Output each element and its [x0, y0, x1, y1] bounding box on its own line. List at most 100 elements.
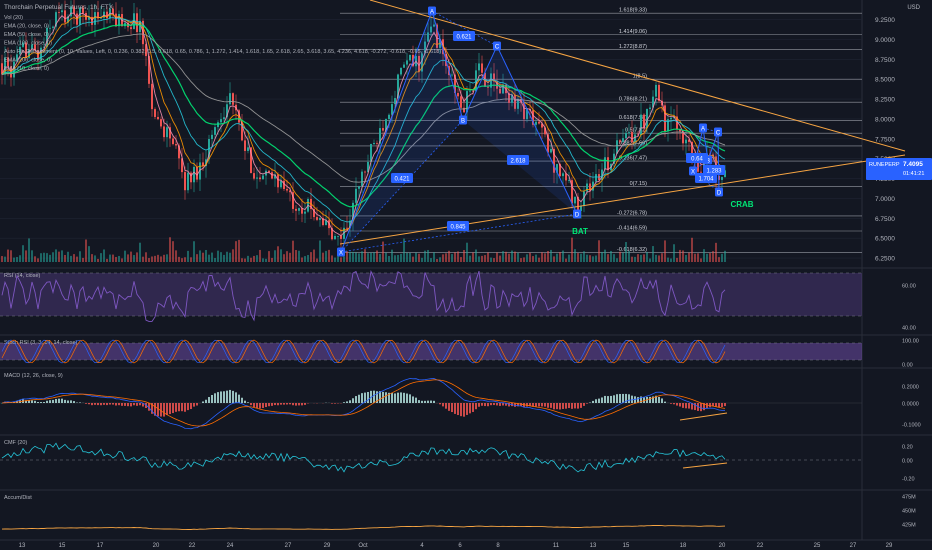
volume-bar	[439, 257, 441, 262]
volume-bar	[385, 252, 387, 262]
volume-bar	[610, 250, 612, 262]
indicator-legend-item[interactable]: Auto Fib Retracement (0, 10, Values, Lef…	[4, 49, 441, 55]
harmonic-point-badge	[715, 187, 723, 197]
candle-body	[421, 53, 423, 72]
candle-body	[544, 127, 546, 135]
time-tick-label: 13	[590, 543, 597, 549]
harmonic-point-badge	[493, 41, 501, 51]
macd-histogram-bar	[160, 403, 162, 417]
volume-bar	[124, 250, 126, 262]
cmf-pane: CMF (20) 0.20 0.00 -0.20	[0, 440, 915, 483]
macd-histogram-bar	[64, 399, 66, 403]
candle-body	[226, 104, 228, 118]
macd-histogram-bar	[604, 395, 606, 403]
volume-bar	[442, 254, 444, 262]
volume-bar	[394, 255, 396, 262]
candle-body	[454, 74, 456, 94]
macd-histogram-bar	[481, 403, 483, 406]
volume-bar	[631, 256, 633, 262]
macd-histogram-bar	[628, 394, 630, 403]
volume-bar	[28, 238, 30, 262]
macd-histogram-bar	[688, 403, 690, 409]
macd-histogram-bar	[622, 393, 624, 403]
volume-bar	[517, 252, 519, 262]
macd-histogram-bar	[640, 396, 642, 403]
macd-histogram-bar	[484, 403, 486, 407]
macd-tick-label: -0.1000	[902, 423, 921, 429]
macd-histogram-bar	[406, 393, 408, 403]
candle-body	[97, 12, 99, 19]
macd-histogram-bar	[409, 394, 411, 403]
indicator-legend-item[interactable]: EMA (20, close, 0)	[4, 24, 49, 30]
volume-bar	[538, 257, 540, 262]
macd-histogram-bar	[379, 391, 381, 403]
volume-bar	[667, 257, 669, 262]
candle-body	[535, 121, 537, 125]
candle-body	[274, 174, 276, 179]
price-tick-label: 7.0000	[875, 196, 895, 203]
indicator-legend-item[interactable]: EMA (200, close, 0)	[4, 58, 52, 64]
indicator-legend-item[interactable]: EMA (10, close, 0)	[4, 66, 49, 72]
macd-histogram-bar	[31, 400, 33, 403]
volume-bar	[49, 254, 51, 262]
volume-bar	[457, 251, 459, 262]
candle-body	[385, 119, 387, 131]
harmonic-leg	[340, 119, 464, 253]
candle-body	[286, 188, 288, 191]
candle-body	[298, 208, 300, 211]
candle-body	[406, 60, 408, 65]
volume-bar	[409, 252, 411, 262]
macd-histogram-bar	[94, 403, 96, 405]
candle-body	[241, 122, 243, 141]
candle-body	[517, 99, 519, 109]
macd-histogram-bar	[238, 394, 240, 403]
indicator-legend-item[interactable]: EMA (50, close, 0)	[4, 32, 49, 38]
macd-histogram-bar	[148, 403, 150, 411]
macd-histogram-bar	[364, 392, 366, 403]
time-tick-label: 18	[680, 543, 687, 549]
volume-bar	[142, 256, 144, 262]
cmf-line	[1, 442, 726, 473]
volume-bar	[628, 251, 630, 262]
volume-bar	[412, 256, 414, 262]
volume-bar	[583, 251, 585, 262]
volume-bar	[544, 253, 546, 262]
candle-body	[688, 139, 690, 142]
candle-body	[148, 56, 150, 84]
volume-bar	[202, 252, 204, 262]
candle-body	[199, 162, 201, 180]
candle-body	[349, 220, 351, 229]
indicator-legend-item[interactable]: Vol (20)	[4, 15, 23, 21]
volume-bar	[532, 256, 534, 262]
macd-histogram-bar	[577, 403, 579, 409]
volume-bar	[4, 256, 6, 262]
macd-histogram-bar	[163, 403, 165, 417]
volume-bar	[259, 249, 261, 262]
volume-bar	[304, 256, 306, 262]
volume-bar	[22, 245, 24, 262]
volume-bar	[487, 252, 489, 262]
indicator-legend-item[interactable]: EMA (100, close, 0)	[4, 41, 52, 47]
volume-bar	[1, 256, 3, 262]
macd-histogram-bar	[358, 394, 360, 403]
current-price-tag[interactable]: RUNEPERP 7.4095 01:41:21	[866, 158, 932, 180]
candle-body	[178, 145, 180, 159]
fib-level-label: -0.618(6.32)	[617, 247, 647, 253]
volume-bar	[676, 257, 678, 262]
macd-histogram-bar	[637, 397, 639, 403]
candle-body	[25, 42, 27, 58]
macd-histogram-bar	[682, 403, 684, 408]
macd-histogram-bar	[34, 400, 36, 403]
candle-body	[418, 55, 420, 72]
volume-bar	[364, 249, 366, 262]
rsi-band	[0, 273, 862, 316]
macd-histogram-bar	[505, 403, 507, 406]
macd-histogram-bar	[394, 393, 396, 403]
macd-histogram-bar	[166, 403, 168, 416]
candle-body	[202, 162, 204, 167]
macd-histogram-bar	[415, 397, 417, 403]
candle-body	[670, 117, 672, 120]
volume-bar	[85, 239, 87, 262]
